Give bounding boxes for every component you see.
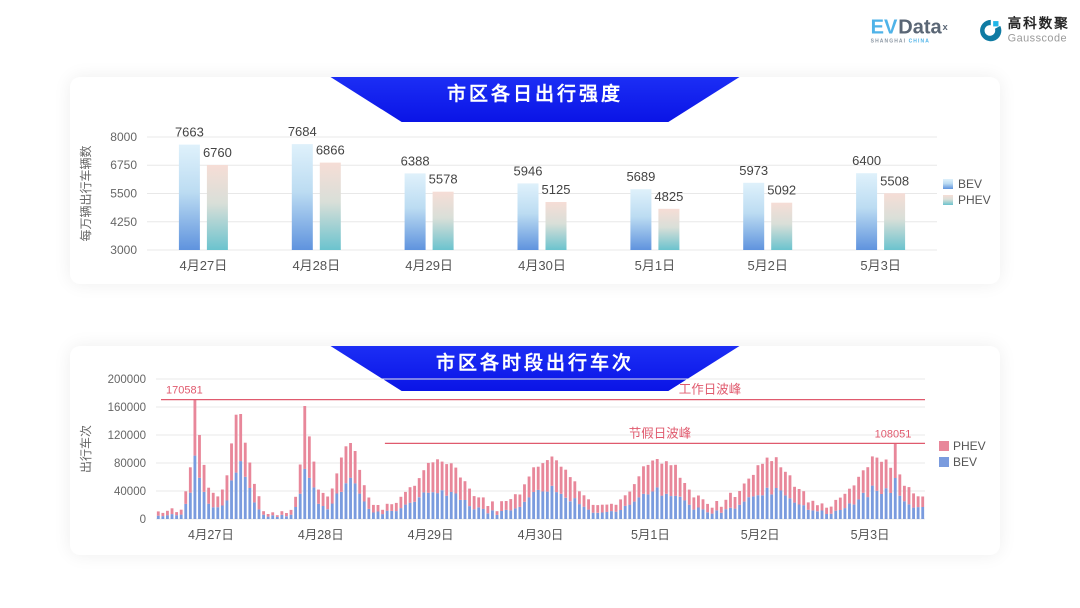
svg-text:170581: 170581 — [166, 385, 203, 397]
svg-text:0: 0 — [140, 514, 146, 526]
svg-text:5125: 5125 — [542, 182, 571, 197]
svg-text:4月30日: 4月30日 — [518, 258, 566, 273]
svg-text:5月1日: 5月1日 — [631, 528, 670, 542]
svg-text:200000: 200000 — [108, 374, 146, 386]
svg-text:4月28日: 4月28日 — [298, 528, 344, 542]
svg-text:5689: 5689 — [626, 169, 655, 184]
svg-text:4月27日: 4月27日 — [180, 258, 228, 273]
svg-text:BEV: BEV — [958, 177, 982, 191]
svg-text:BEV: BEV — [953, 455, 977, 469]
svg-text:出行车次: 出行车次 — [78, 425, 93, 473]
svg-text:4月29日: 4月29日 — [405, 258, 453, 273]
svg-text:5973: 5973 — [739, 163, 768, 178]
svg-text:5月1日: 5月1日 — [635, 258, 675, 273]
svg-text:5月3日: 5月3日 — [860, 258, 900, 273]
svg-text:6750: 6750 — [110, 158, 137, 172]
svg-text:108051: 108051 — [875, 428, 912, 440]
svg-text:7684: 7684 — [288, 124, 317, 139]
svg-text:8000: 8000 — [110, 130, 137, 144]
svg-text:5500: 5500 — [110, 187, 137, 201]
svg-text:4月30日: 4月30日 — [518, 528, 564, 542]
svg-text:每万辆出行车辆数: 每万辆出行车辆数 — [78, 145, 93, 241]
svg-text:5月2日: 5月2日 — [747, 258, 787, 273]
svg-text:4月29日: 4月29日 — [408, 528, 454, 542]
svg-text:PHEV: PHEV — [958, 193, 991, 207]
svg-text:工作日波峰: 工作日波峰 — [679, 383, 742, 397]
svg-text:6400: 6400 — [852, 153, 881, 168]
svg-text:40000: 40000 — [114, 486, 146, 498]
svg-text:80000: 80000 — [114, 458, 146, 470]
svg-text:4250: 4250 — [110, 215, 137, 229]
svg-text:5508: 5508 — [880, 173, 909, 188]
svg-text:节假日波峰: 节假日波峰 — [629, 426, 692, 440]
svg-text:5946: 5946 — [514, 163, 543, 178]
svg-text:7663: 7663 — [175, 125, 204, 140]
svg-text:5578: 5578 — [429, 172, 458, 187]
svg-text:6760: 6760 — [203, 145, 232, 160]
svg-text:4月27日: 4月27日 — [188, 528, 234, 542]
svg-text:5092: 5092 — [767, 183, 796, 198]
svg-text:5月2日: 5月2日 — [741, 528, 780, 542]
svg-text:160000: 160000 — [108, 402, 146, 414]
svg-text:120000: 120000 — [108, 430, 146, 442]
svg-text:4825: 4825 — [654, 189, 683, 204]
svg-text:6866: 6866 — [316, 143, 345, 158]
svg-text:3000: 3000 — [110, 243, 137, 257]
svg-text:PHEV: PHEV — [953, 439, 986, 453]
svg-text:5月3日: 5月3日 — [851, 528, 890, 542]
svg-text:6388: 6388 — [401, 153, 430, 168]
svg-text:4月28日: 4月28日 — [292, 258, 340, 273]
